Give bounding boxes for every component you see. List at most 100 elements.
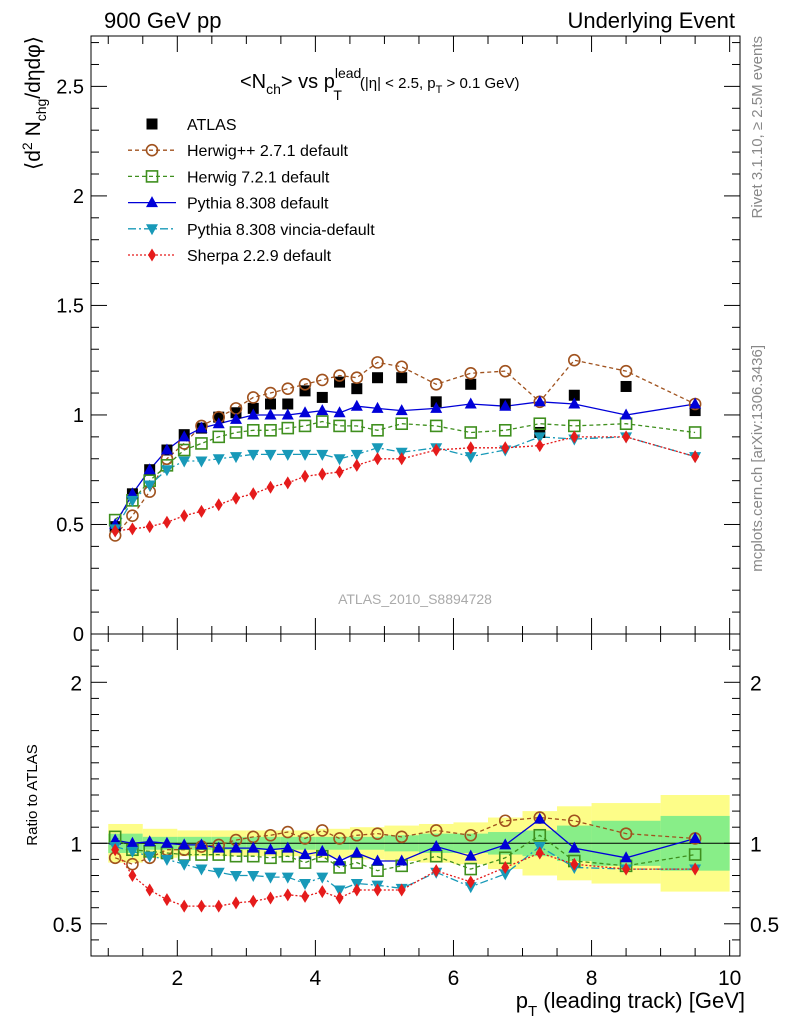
- point-pythia-8-308-vincia-default: [316, 449, 329, 461]
- point-herwig-2-7-1-default: [498, 364, 512, 378]
- legend-marker-pythia-8-308-default: [146, 196, 158, 208]
- point-sherpa-2-2-9-default: [691, 450, 700, 464]
- point-sherpa-2-2-9-default: [145, 520, 154, 534]
- ratio-point-pythia-8-308-default: [430, 840, 443, 852]
- point-pythia-8-308-vincia-default: [350, 449, 363, 461]
- ratio-y-tick-label: 1: [70, 833, 82, 856]
- point-atlas: [620, 380, 632, 392]
- ratio-point-pythia-8-308-default: [499, 838, 512, 850]
- point-sherpa-2-2-9-default: [432, 443, 441, 457]
- ratio-point-herwig-2-7-1-default: [619, 827, 633, 840]
- point-sherpa-2-2-9-default: [162, 515, 171, 529]
- ratio-point-pythia-8-308-vincia-default: [281, 872, 294, 884]
- ratio-point-sherpa-2-2-9-default: [214, 899, 223, 913]
- point-pythia-8-308-vincia-default: [126, 495, 139, 507]
- point-atlas: [299, 385, 311, 397]
- ratio-point-pythia-8-308-default: [281, 841, 294, 853]
- ratio-point-herwig-2-7-1-default: [371, 827, 384, 840]
- legend-label-herwig-7-2-1-default: Herwig 7.2.1 default: [187, 169, 330, 186]
- point-pythia-8-308-vincia-default: [533, 432, 546, 444]
- ratio-point-pythia-8-308-default: [160, 836, 173, 848]
- ratio-point-pythia-8-308-default: [371, 854, 384, 866]
- ratio-point-pythia-8-308-default: [533, 812, 546, 824]
- title-cuts-T: T: [436, 84, 443, 96]
- plot-title: <Nch> vs plead T(|η| < 2.5, pT > 0.1 GeV): [240, 65, 520, 103]
- point-pythia-8-308-default: [499, 399, 512, 411]
- ratio-point-herwig-2-7-1-default: [464, 828, 478, 842]
- point-pythia-8-308-default: [464, 397, 477, 409]
- point-pythia-8-308-vincia-default: [160, 465, 173, 477]
- legend-marker-pythia-8-308-vincia-default: [146, 224, 158, 236]
- ratio-point-pythia-8-308-default: [316, 844, 329, 856]
- ratio-point-sherpa-2-2-9-default: [335, 891, 344, 905]
- point-herwig-2-7-1-default: [464, 367, 478, 380]
- point-atlas: [334, 376, 346, 388]
- point-sherpa-2-2-9-default: [180, 509, 189, 523]
- ratio-point-sherpa-2-2-9-default: [249, 894, 258, 908]
- ratio-point-pythia-8-308-default: [229, 841, 242, 853]
- point-sherpa-2-2-9-default: [214, 498, 223, 512]
- ratio-point-pythia-8-308-default: [333, 854, 346, 866]
- ratio-frame: [90, 633, 741, 957]
- point-herwig-7-2-1-default: [333, 419, 346, 433]
- point-pythia-8-308-default: [333, 406, 346, 418]
- ratio-point-sherpa-2-2-9-default: [162, 893, 171, 907]
- ratio-point-sherpa-2-2-9-default: [145, 883, 154, 897]
- series-line-sherpa-2-2-9-default: [115, 436, 696, 532]
- point-pythia-8-308-default: [247, 408, 260, 420]
- point-pythia-8-308-vincia-default: [229, 452, 242, 464]
- watermark: ATLAS_2010_S8894728: [338, 591, 492, 607]
- ratio-point-pythia-8-308-vincia-default: [178, 859, 191, 871]
- point-pythia-8-308-default: [143, 463, 156, 475]
- point-atlas: [213, 411, 225, 423]
- point-pythia-8-308-vincia-default: [371, 443, 384, 455]
- point-pythia-8-308-default: [229, 412, 242, 424]
- ratio-point-sherpa-2-2-9-default: [535, 846, 544, 860]
- ratio-point-pythia-8-308-default: [126, 836, 139, 848]
- ratio-point-herwig-2-7-1-default: [395, 830, 408, 844]
- point-pythia-8-308-default: [430, 401, 443, 413]
- point-atlas: [372, 372, 384, 384]
- legend-label-atlas: ATLAS: [187, 117, 237, 134]
- point-atlas: [316, 391, 328, 403]
- point-sherpa-2-2-9-default: [111, 524, 120, 538]
- title-cuts-end: > 0.1 GeV): [442, 75, 519, 92]
- title-sub-ch: ch: [266, 81, 281, 97]
- point-pythia-8-308-vincia-default: [247, 449, 260, 461]
- x-tick-label: 2: [171, 967, 183, 990]
- point-herwig-7-2-1-default: [395, 417, 408, 431]
- point-herwig-7-2-1-default: [195, 437, 208, 450]
- legend-marker-herwig-7-2-1-default: [145, 170, 159, 183]
- point-sherpa-2-2-9-default: [397, 452, 406, 466]
- y-axis-label-top: ⟨d2 Nchg/dηdφ⟩: [19, 36, 49, 170]
- ratio-point-pythia-8-308-default: [395, 854, 408, 866]
- point-sherpa-2-2-9-default: [318, 467, 327, 481]
- point-sherpa-2-2-9-default: [197, 504, 206, 518]
- ratio-point-herwig-7-2-1-default: [464, 862, 478, 876]
- ratio-y-tick-label-right: 1: [750, 833, 762, 856]
- point-sherpa-2-2-9-default: [335, 465, 344, 479]
- point-pythia-8-308-default: [533, 395, 546, 407]
- ratio-point-sherpa-2-2-9-default: [197, 899, 206, 913]
- point-herwig-2-7-1-default: [350, 371, 364, 385]
- ratio-point-pythia-8-308-default: [568, 841, 581, 853]
- ratio-point-pythia-8-308-vincia-default: [333, 885, 346, 897]
- point-pythia-8-308-default: [568, 397, 581, 409]
- point-herwig-7-2-1-default: [688, 426, 702, 439]
- y-tick-label: 1: [73, 405, 84, 427]
- ratio-point-sherpa-2-2-9-default: [301, 889, 310, 903]
- ratio-panel: 0.5 0.5 1 1 2 2 2 4 6 8 10: [53, 633, 779, 990]
- point-herwig-2-7-1-default: [395, 360, 408, 374]
- point-herwig-7-2-1-default: [212, 430, 226, 444]
- point-pythia-8-308-vincia-default: [464, 452, 477, 464]
- ratio-point-herwig-2-7-1-default: [350, 828, 364, 842]
- point-herwig-7-2-1-default: [533, 417, 547, 431]
- point-sherpa-2-2-9-default: [266, 480, 275, 494]
- legend-label-pythia-8-308-vincia-default: Pythia 8.308 vincia-default: [187, 222, 375, 239]
- legend-marker-atlas: [146, 118, 158, 130]
- y-tick-label: 2.5: [56, 76, 84, 98]
- ratio-y-tick-label-right: 2: [750, 672, 762, 695]
- ratio-point-pythia-8-308-vincia-default: [212, 867, 225, 879]
- ratio-point-pythia-8-308-default: [247, 841, 260, 853]
